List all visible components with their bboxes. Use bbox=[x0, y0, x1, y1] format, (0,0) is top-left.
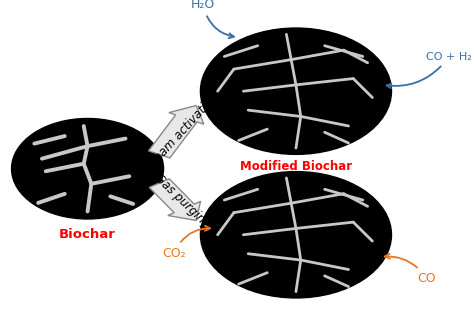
Text: CO₂: CO₂ bbox=[162, 226, 210, 260]
Text: CO + H₂: CO + H₂ bbox=[387, 52, 472, 88]
FancyArrow shape bbox=[149, 179, 201, 220]
Text: Biochar: Biochar bbox=[59, 228, 116, 241]
Ellipse shape bbox=[201, 28, 392, 154]
Text: Gas purging: Gas purging bbox=[152, 171, 213, 231]
Ellipse shape bbox=[11, 119, 164, 219]
Text: Steam activation: Steam activation bbox=[144, 91, 221, 173]
FancyArrow shape bbox=[148, 105, 204, 158]
Text: Modified Biochar: Modified Biochar bbox=[240, 160, 352, 173]
Text: H₂O: H₂O bbox=[191, 0, 234, 38]
Ellipse shape bbox=[201, 172, 392, 298]
Text: CO: CO bbox=[385, 254, 436, 285]
